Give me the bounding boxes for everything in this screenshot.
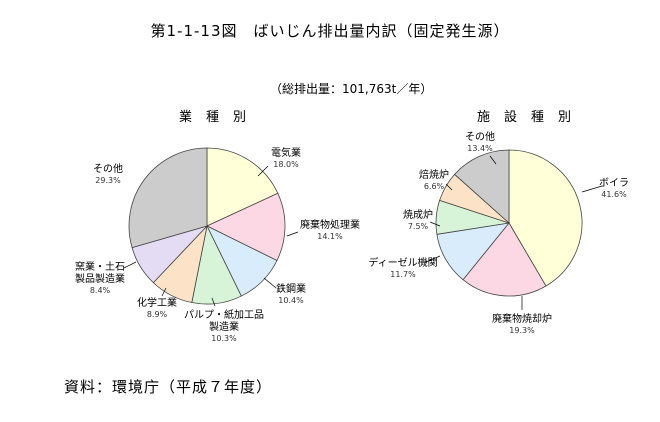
pie-slice	[508, 149, 583, 287]
leader-line	[123, 261, 137, 269]
slice-value-label: 11.7%	[390, 270, 416, 279]
slice-value-label: 8.9%	[147, 310, 168, 319]
slice-label: 製品製造業	[75, 272, 125, 285]
slice-value-label: 18.0%	[273, 160, 299, 169]
leader-line	[211, 297, 216, 307]
slice-value-label: 14.1%	[317, 232, 343, 241]
leader-line	[581, 185, 603, 193]
leader-line	[257, 165, 269, 177]
slice-value-label: 10.3%	[211, 334, 237, 343]
slice-label: 窯業・土石	[75, 260, 125, 273]
source-note: 資料：環境庁（平成７年度）	[64, 378, 273, 396]
total-emission-note: （総排出量：101,763t／年）	[270, 82, 433, 96]
pie-slice	[462, 222, 547, 297]
slice-label: その他	[465, 130, 495, 143]
slice-label: 電気業	[271, 146, 301, 159]
slice-value-label: 41.6%	[601, 190, 627, 199]
slice-value-label: 10.4%	[278, 296, 304, 305]
slice-label: ディーゼル機関	[368, 256, 437, 269]
leader-line	[489, 155, 497, 165]
leader-line	[161, 287, 167, 297]
slice-label: 鉄鋼業	[276, 282, 306, 295]
pie-slice	[128, 147, 208, 249]
slice-label: 化学工業	[137, 296, 177, 309]
slice-value-label: 19.3%	[509, 326, 535, 335]
pie-slice	[206, 147, 279, 227]
slice-label: 廃棄物処理業	[300, 218, 360, 231]
slice-label: 製造業	[209, 320, 239, 333]
pie-slice	[206, 192, 286, 262]
leader-line	[425, 255, 441, 263]
pie-slice	[454, 149, 510, 224]
slice-label: パルプ・紙加工品	[184, 308, 264, 321]
slice-label: 廃棄物焼却炉	[492, 312, 552, 325]
leader-line	[263, 277, 277, 289]
slice-label: 焼成炉	[403, 209, 433, 221]
slice-label: ボイラ	[599, 177, 629, 189]
slice-value-label: 29.3%	[95, 176, 121, 185]
slice-value-label: 13.4%	[467, 144, 493, 153]
leader-line	[286, 231, 299, 237]
chart-title-industry: 業種別	[179, 110, 261, 125]
figure-title: 第1-1-13図 ばいじん排出量内訳（固定発生源）	[150, 22, 510, 40]
slice-value-label: 6.6%	[424, 182, 445, 191]
slice-value-label: 8.4%	[90, 286, 111, 295]
chart-title-facility: 施設種別	[477, 110, 586, 125]
slice-label: その他	[93, 162, 123, 175]
slice-label: 焙焼炉	[419, 168, 449, 181]
leader-line	[429, 221, 441, 227]
leader-line	[445, 183, 453, 191]
slice-value-label: 7.5%	[408, 222, 429, 231]
